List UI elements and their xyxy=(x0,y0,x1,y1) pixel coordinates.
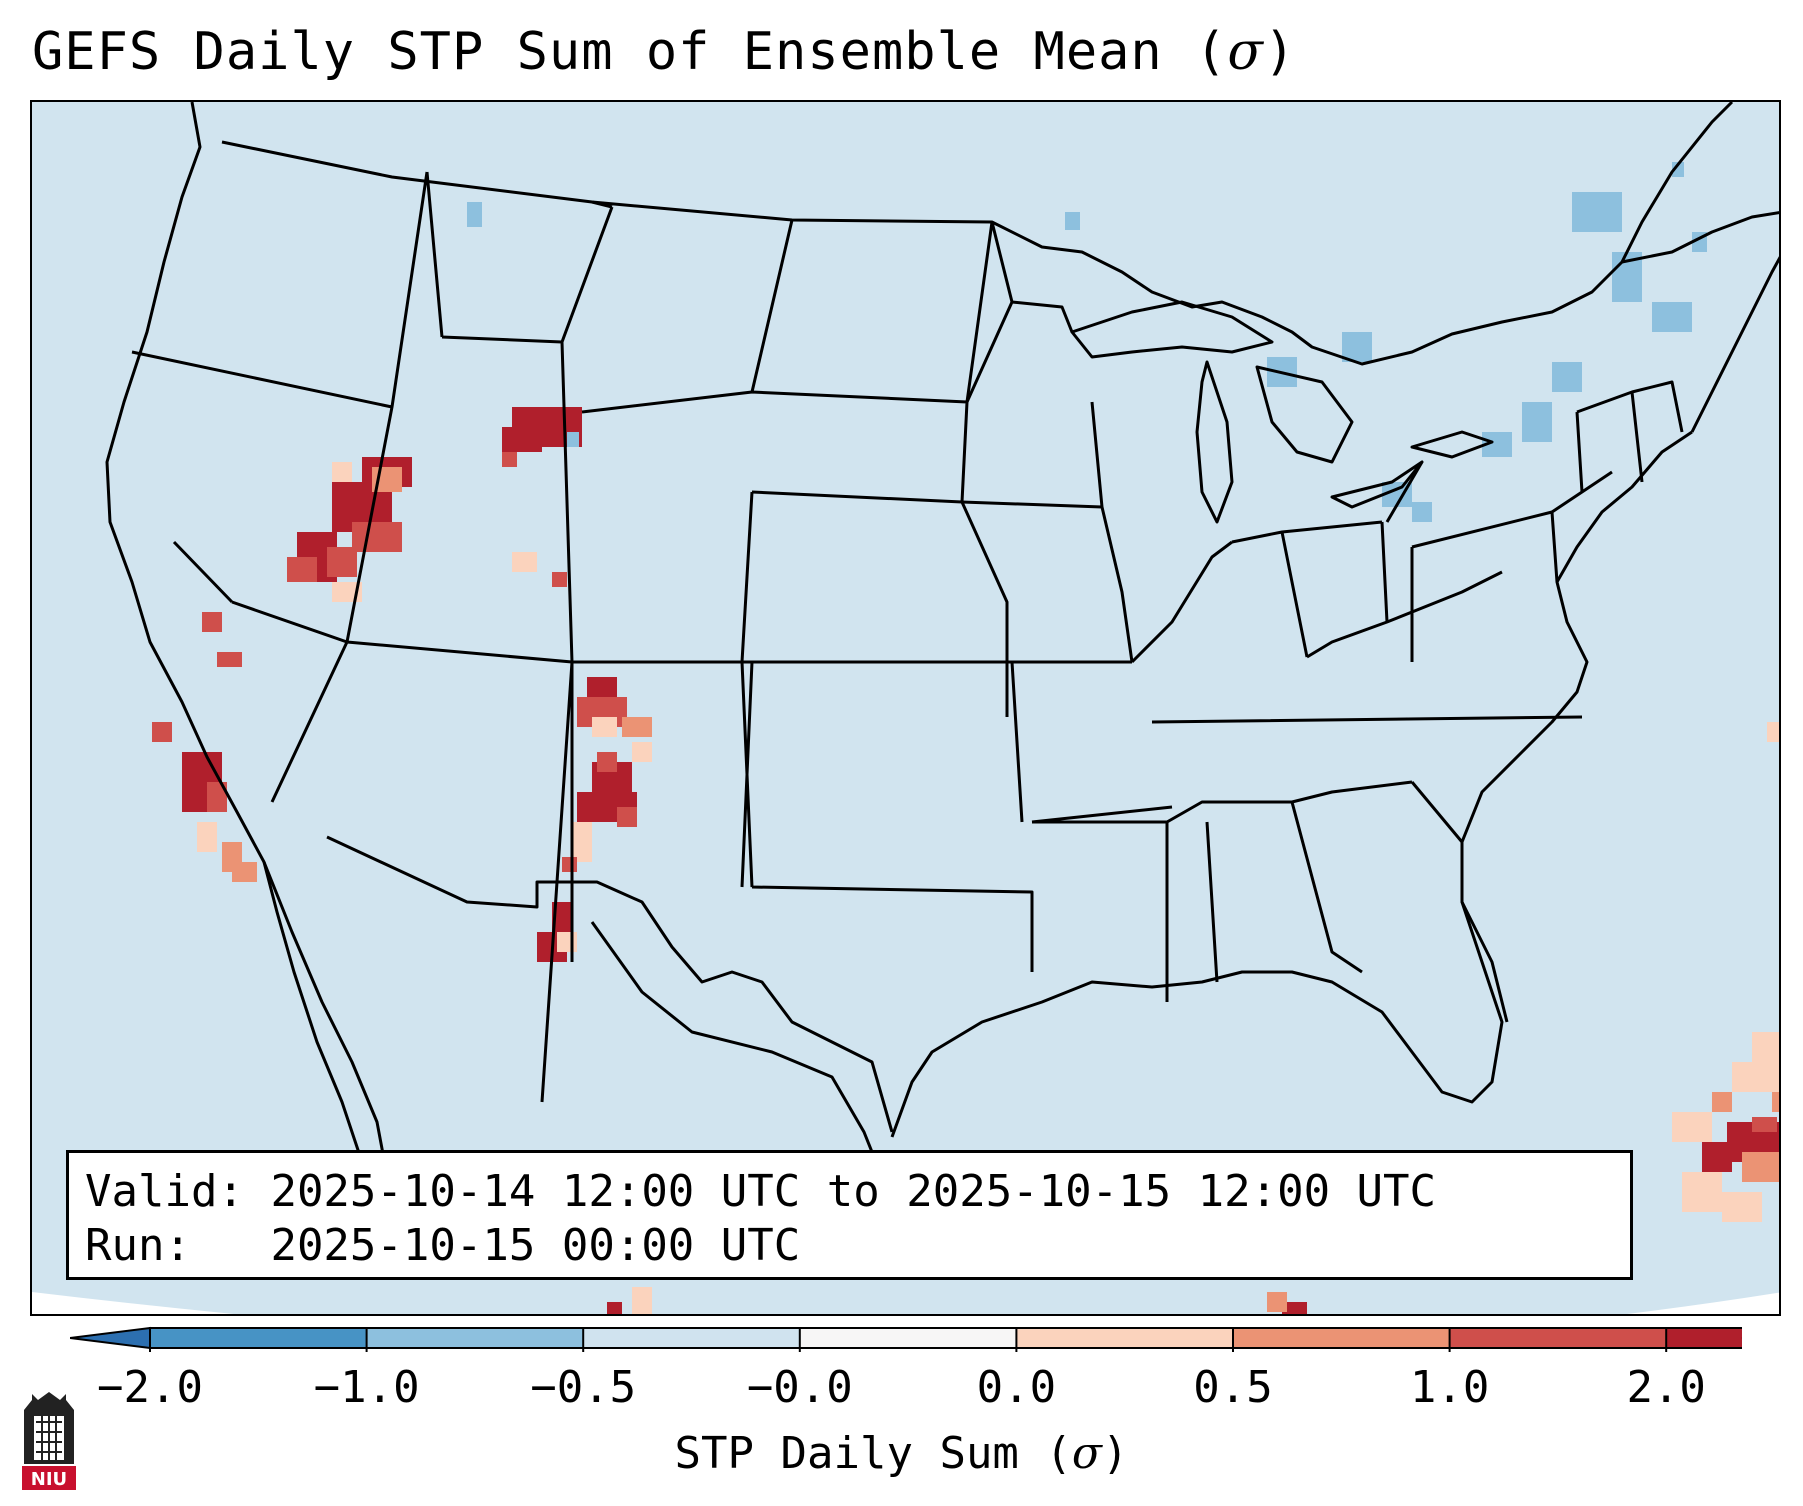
anomaly-cell xyxy=(1712,1092,1732,1112)
stp-anomaly-cells xyxy=(152,162,1779,1314)
state-lines-north xyxy=(560,200,994,504)
coastline-gulf xyxy=(890,430,1693,1138)
anomaly-cell xyxy=(1552,362,1582,392)
anomaly-cell xyxy=(202,612,222,632)
colorbar-segment xyxy=(366,1328,584,1348)
lake-ontario xyxy=(1410,430,1494,459)
anomaly-cell xyxy=(502,452,517,467)
colorbar-segment xyxy=(1449,1328,1667,1348)
anomaly-cell xyxy=(552,902,572,932)
anomaly-cell xyxy=(232,862,257,882)
state-lines-east xyxy=(1231,461,1559,662)
anomaly-cell xyxy=(1752,1032,1779,1062)
map-title: GEFS Daily STP Sum of Ensemble Mean (σ) xyxy=(32,22,1297,82)
colorbar-tick-label: −0.5 xyxy=(530,1362,637,1413)
colorbar-tick-label: 0.5 xyxy=(1193,1362,1273,1413)
colorbar-label: STP Daily Sum (σ) xyxy=(674,1428,1129,1479)
colorbar-tick-label: −0.0 xyxy=(746,1362,853,1413)
anomaly-cell xyxy=(1682,1172,1722,1212)
anomaly-cell xyxy=(1652,302,1692,332)
anomaly-cell xyxy=(622,717,652,737)
anomaly-cell xyxy=(572,822,592,862)
colorbar-segment xyxy=(1233,1328,1451,1348)
colorbar-tick-label: −1.0 xyxy=(313,1362,420,1413)
colorbar xyxy=(70,1326,1742,1352)
anomaly-cell xyxy=(197,822,217,852)
anomaly-cell xyxy=(1752,1117,1777,1132)
anomaly-cell xyxy=(592,717,617,737)
anomaly-cell xyxy=(1572,192,1622,232)
colorbar-segment xyxy=(583,1328,801,1348)
anomaly-cell xyxy=(1672,1112,1712,1142)
anomaly-cell xyxy=(557,932,577,952)
boundaries xyxy=(105,102,1779,1263)
colorbar-tick-label: 0.0 xyxy=(976,1362,1057,1413)
state-lines-midwest xyxy=(961,221,1233,664)
anomaly-cell xyxy=(512,552,537,572)
valid-value: 2025-10-14 12:00 UTC to 2025-10-15 12:00… xyxy=(270,1166,1437,1217)
anomaly-cell xyxy=(632,1287,652,1314)
lake-michigan xyxy=(1195,360,1234,524)
anomaly-cell xyxy=(597,752,617,772)
colorbar-extend-low xyxy=(70,1326,151,1350)
anomaly-cell xyxy=(1065,212,1080,230)
map-domain-background xyxy=(32,102,1779,1314)
colorbar-segment xyxy=(150,1328,368,1348)
lake-superior xyxy=(1070,300,1274,359)
coastline-florida xyxy=(1460,901,1509,1023)
anomaly-cell xyxy=(207,782,227,812)
valid-label: Valid: xyxy=(85,1166,244,1217)
run-label: Run: xyxy=(85,1220,191,1271)
svg-text:NIU: NIU xyxy=(31,1469,67,1490)
anomaly-cell xyxy=(502,427,542,452)
anomaly-cell xyxy=(1767,722,1779,742)
anomaly-cell xyxy=(1772,1092,1779,1112)
anomaly-cell xyxy=(1672,162,1684,177)
anomaly-cell xyxy=(1722,1192,1762,1222)
border-mexico xyxy=(326,835,894,1133)
anomaly-cell xyxy=(1282,1302,1307,1314)
run-info-box: Valid: 2025-10-14 12:00 UTC to 2025-10-1… xyxy=(66,1150,1633,1280)
anomaly-cell xyxy=(562,857,577,872)
lake-erie xyxy=(1330,460,1424,509)
anomaly-cell xyxy=(352,522,402,552)
anomaly-cell xyxy=(1412,502,1432,522)
anomaly-cell xyxy=(1522,402,1552,442)
anomaly-cell xyxy=(567,432,579,447)
anomaly-cell xyxy=(332,462,352,482)
anomaly-cell xyxy=(552,572,567,587)
anomaly-cell xyxy=(632,742,652,762)
colorbar-tick-label: 1.0 xyxy=(1409,1362,1490,1413)
anomaly-cell xyxy=(617,807,637,827)
anomaly-cell xyxy=(1732,1062,1779,1092)
map-panel[interactable] xyxy=(30,100,1781,1316)
run-value: 2025-10-15 00:00 UTC xyxy=(270,1220,801,1271)
anomaly-cell xyxy=(1742,1152,1779,1182)
colorbar-tick-label: 2.0 xyxy=(1626,1362,1706,1413)
anomaly-cell xyxy=(607,1302,622,1314)
anomaly-cell xyxy=(217,652,242,667)
anomaly-cell xyxy=(467,202,482,227)
lake-huron xyxy=(1255,365,1354,464)
anomaly-cell xyxy=(327,547,357,577)
colorbar-segment xyxy=(1666,1328,1742,1348)
state-lines-plains xyxy=(740,491,1034,972)
anomaly-cell xyxy=(287,557,317,582)
state-lines-south xyxy=(1031,715,1583,1002)
coastline-northeast xyxy=(1690,256,1779,433)
colorbar-tick-label: −2.0 xyxy=(97,1362,203,1413)
state-lines-northeast xyxy=(1551,380,1684,514)
coastline-west xyxy=(105,102,394,1203)
conus-map xyxy=(32,102,1779,1314)
anomaly-cell xyxy=(1702,1142,1732,1172)
border-canada-east xyxy=(1621,211,1779,264)
anomaly-cell xyxy=(1342,332,1372,362)
anomaly-cell xyxy=(1267,1292,1287,1312)
niu-logo: NIU xyxy=(22,1392,76,1490)
anomaly-cell xyxy=(152,722,172,742)
colorbar-segment xyxy=(799,1328,1017,1348)
colorbar-segment xyxy=(1016,1328,1234,1348)
